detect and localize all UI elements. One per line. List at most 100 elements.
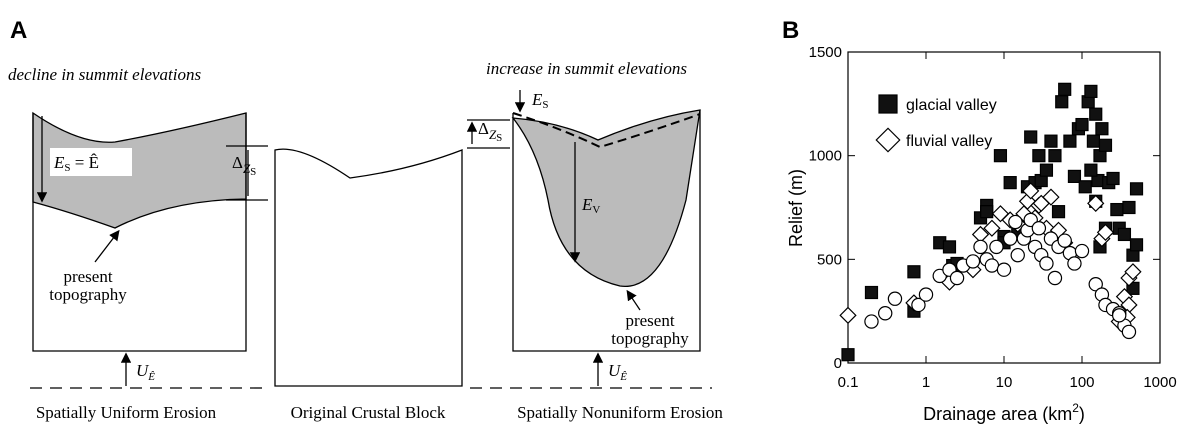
arrow xyxy=(94,229,120,263)
point xyxy=(1121,324,1137,340)
point xyxy=(1032,149,1046,163)
point xyxy=(839,306,857,324)
crustal-block xyxy=(32,113,247,352)
x-axis-label: Drainage area (km2) xyxy=(923,401,1085,424)
point xyxy=(1024,130,1038,144)
point xyxy=(1048,149,1062,163)
label: ΔZS xyxy=(232,153,256,178)
point xyxy=(1051,205,1066,219)
caption: Spatially Nonuniform Erosion xyxy=(517,403,723,422)
y-tick-label: 1000 xyxy=(809,148,842,165)
point xyxy=(1129,182,1144,196)
y-tick-label: 0 xyxy=(834,355,842,372)
point xyxy=(1098,138,1113,152)
point xyxy=(1003,176,1017,190)
panel-a-text: A decline in summit elevations increase … xyxy=(8,17,723,422)
point xyxy=(1110,202,1124,217)
point xyxy=(1057,233,1072,248)
point xyxy=(989,239,1004,255)
y-axis-label: Relief (m) xyxy=(786,169,806,247)
y-tick-label: 500 xyxy=(817,251,842,268)
point xyxy=(1002,231,1018,246)
point xyxy=(1124,263,1142,281)
label: EV xyxy=(581,195,600,216)
title: increase in summit elevations xyxy=(486,59,687,78)
panel-a xyxy=(30,90,712,389)
point xyxy=(1084,163,1098,177)
arrow xyxy=(626,289,641,311)
point xyxy=(918,287,934,302)
point xyxy=(1075,117,1089,132)
original-surface xyxy=(512,112,701,149)
point xyxy=(996,262,1012,277)
point xyxy=(911,297,926,313)
x-tick-label: 0.1 xyxy=(838,374,859,391)
legend-label: glacial valley xyxy=(906,97,997,114)
caption: Spatially Uniform Erosion xyxy=(36,403,217,422)
point xyxy=(993,149,1008,163)
point xyxy=(1044,134,1058,148)
point xyxy=(1122,200,1136,215)
panel-b: B Relief (m) Drainage area (km2) 0500100… xyxy=(782,17,1177,424)
point xyxy=(983,219,1001,237)
point xyxy=(1078,180,1092,194)
point xyxy=(1067,256,1082,271)
point xyxy=(907,265,921,279)
legend-label: fluvial valley xyxy=(906,133,992,150)
crustal-block xyxy=(512,110,701,352)
legend-marker xyxy=(878,94,898,114)
point xyxy=(980,205,994,219)
point xyxy=(1117,227,1132,242)
legend-marker xyxy=(875,127,901,153)
point xyxy=(1087,194,1105,213)
label: topography xyxy=(49,285,127,304)
point xyxy=(1010,247,1025,263)
eroded-region xyxy=(511,109,701,287)
point xyxy=(1039,256,1054,271)
point xyxy=(984,258,1000,273)
x-tick-label: 1000 xyxy=(1143,374,1176,391)
y-tick-label: 1500 xyxy=(809,44,842,61)
panel-label: A xyxy=(10,17,27,44)
label: ΔZS xyxy=(478,119,502,144)
point xyxy=(1089,107,1103,121)
crustal-block xyxy=(274,148,463,387)
point xyxy=(1106,171,1120,186)
point xyxy=(887,291,903,306)
label: UÊ xyxy=(608,361,627,383)
point xyxy=(1067,169,1082,183)
point xyxy=(1031,221,1047,236)
point xyxy=(949,270,965,286)
point xyxy=(1112,308,1127,323)
point xyxy=(1047,270,1063,286)
point xyxy=(1039,163,1054,177)
point xyxy=(1058,82,1072,96)
point xyxy=(973,239,988,255)
point xyxy=(1129,238,1144,252)
x-tick-label: 100 xyxy=(1069,374,1094,391)
point xyxy=(878,306,893,321)
caption: Original Crustal Block xyxy=(291,403,446,422)
point xyxy=(864,285,879,300)
point xyxy=(1084,84,1098,98)
point xyxy=(1074,243,1090,259)
x-tick-label: 10 xyxy=(996,374,1013,391)
label: topography xyxy=(611,329,689,348)
point xyxy=(1042,188,1060,206)
point xyxy=(1063,134,1077,148)
point xyxy=(841,348,855,362)
x-tick-label: 1 xyxy=(922,374,930,391)
label: ES xyxy=(531,90,549,111)
point xyxy=(864,314,879,329)
point xyxy=(965,254,981,269)
point xyxy=(1086,134,1100,148)
point xyxy=(1055,95,1069,109)
label: present xyxy=(625,311,674,330)
point xyxy=(1088,277,1103,292)
label: UÊ xyxy=(136,361,155,383)
point xyxy=(1008,214,1023,230)
label: present xyxy=(63,267,112,286)
point xyxy=(1096,223,1115,242)
point xyxy=(1095,122,1109,136)
